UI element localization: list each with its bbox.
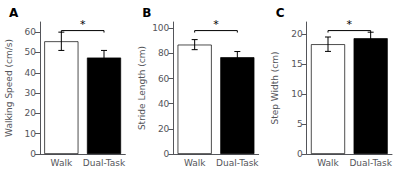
svg-text:Dual-Task: Dual-Task	[349, 158, 392, 168]
svg-text:Walk: Walk	[317, 158, 339, 168]
svg-text:60: 60	[25, 27, 37, 37]
svg-text:60: 60	[158, 74, 170, 84]
svg-text:A: A	[9, 6, 19, 20]
svg-text:Walk: Walk	[184, 158, 206, 168]
svg-text:*: *	[347, 18, 353, 31]
svg-text:10: 10	[25, 129, 37, 139]
svg-text:Walk: Walk	[51, 158, 73, 168]
svg-text:0: 0	[164, 149, 170, 159]
svg-text:20: 20	[158, 124, 170, 134]
svg-text:0: 0	[30, 149, 36, 159]
svg-text:*: *	[80, 18, 86, 31]
svg-text:80: 80	[158, 48, 170, 58]
svg-text:*: *	[213, 18, 219, 31]
svg-text:0: 0	[297, 149, 303, 159]
svg-text:100: 100	[152, 23, 169, 33]
svg-text:Dual-Task: Dual-Task	[216, 158, 259, 168]
svg-text:Dual-Task: Dual-Task	[83, 158, 126, 168]
svg-text:Step Width (cm): Step Width (cm)	[270, 51, 280, 124]
svg-text:15: 15	[291, 59, 302, 69]
svg-text:20: 20	[291, 29, 303, 39]
svg-text:10: 10	[291, 89, 303, 99]
svg-text:C: C	[276, 6, 285, 20]
svg-text:20: 20	[25, 108, 37, 118]
svg-text:40: 40	[25, 68, 37, 78]
svg-text:40: 40	[158, 99, 170, 109]
svg-text:30: 30	[25, 88, 37, 98]
svg-text:5: 5	[297, 119, 303, 129]
svg-text:50: 50	[25, 47, 37, 57]
svg-text:Walking Speed (cm/s): Walking Speed (cm/s)	[4, 39, 14, 137]
svg-text:B: B	[142, 6, 151, 20]
svg-text:Stride Length (cm): Stride Length (cm)	[137, 46, 147, 130]
